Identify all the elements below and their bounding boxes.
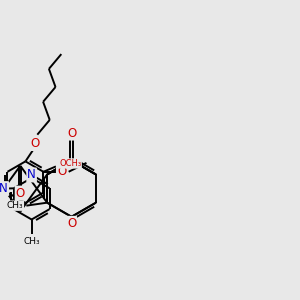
Text: OCH₃: OCH₃ — [59, 159, 81, 168]
Text: O: O — [30, 137, 40, 150]
Text: O: O — [67, 217, 76, 230]
Text: N: N — [27, 169, 36, 182]
Text: O: O — [57, 165, 66, 178]
Text: CH₃: CH₃ — [7, 201, 23, 210]
Text: O: O — [67, 127, 76, 140]
Text: CH₃: CH₃ — [23, 237, 40, 246]
Text: O: O — [16, 187, 25, 200]
Text: N: N — [0, 182, 8, 195]
